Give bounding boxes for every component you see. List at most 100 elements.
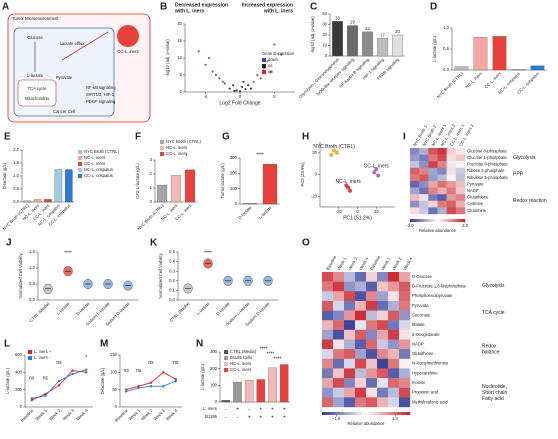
colorbar-tick-label: -1.0 bbox=[333, 416, 341, 421]
point bbox=[211, 70, 214, 73]
heat-cell bbox=[322, 349, 334, 359]
legend-swatch bbox=[224, 356, 228, 360]
group-label: balance bbox=[482, 350, 500, 356]
heat-cell bbox=[410, 194, 420, 201]
heat-cell bbox=[333, 358, 345, 369]
bar bbox=[170, 175, 182, 203]
point bbox=[44, 394, 47, 397]
heat-cell bbox=[355, 358, 367, 369]
x-tick-label: -20 bbox=[336, 209, 343, 214]
y-axis-label: CFS L-lactate (g/L) bbox=[135, 163, 140, 199]
y-axis-label: L-lactate (g/L) bbox=[5, 367, 10, 393]
group-label: Glycolysis bbox=[482, 283, 505, 289]
legend-swatch bbox=[160, 152, 164, 156]
bar bbox=[184, 169, 196, 203]
heat-cell bbox=[344, 378, 356, 388]
heat-cell bbox=[333, 368, 345, 379]
heat-cell bbox=[437, 200, 447, 208]
colorbar-step bbox=[396, 412, 402, 415]
point bbox=[30, 397, 33, 400]
heat-cell bbox=[355, 397, 367, 408]
heat-cell bbox=[428, 194, 438, 201]
data-label: 23 bbox=[365, 26, 370, 31]
heat-cell bbox=[437, 174, 447, 182]
column-label: Week 1 bbox=[336, 256, 348, 271]
heat-cell bbox=[366, 397, 378, 408]
y-tick-label: 0 bbox=[325, 53, 328, 58]
point bbox=[372, 170, 377, 175]
point bbox=[71, 372, 74, 376]
heat-cell bbox=[455, 181, 466, 188]
legend-label: L. iners - bbox=[34, 355, 51, 360]
heat-cell bbox=[388, 291, 400, 302]
heat-cell bbox=[388, 387, 400, 398]
point bbox=[149, 381, 153, 384]
legend-swatch bbox=[224, 368, 228, 372]
colorbar-step bbox=[423, 219, 427, 222]
heat-cell bbox=[333, 291, 345, 302]
y-tick-label: 0.5 bbox=[169, 249, 175, 254]
point bbox=[223, 82, 226, 85]
table-cell: - bbox=[248, 406, 250, 412]
y-tick-label: 0.5 bbox=[13, 186, 19, 191]
heat-cell bbox=[355, 320, 367, 331]
colorbar-step bbox=[448, 219, 452, 222]
bar bbox=[256, 379, 266, 403]
heat-cell bbox=[333, 320, 345, 331]
row-label: Glucose 1-phosphate bbox=[467, 155, 507, 160]
heat-cell bbox=[344, 291, 356, 302]
y-tick-label: 0.0 bbox=[29, 297, 35, 302]
diagram-label: PDGF signaling bbox=[86, 99, 116, 104]
row-label: Glutathione bbox=[412, 351, 434, 356]
row-label: Succinate bbox=[412, 313, 431, 318]
diagram-label: Tumor Microenvironment bbox=[12, 16, 59, 21]
heat-cell bbox=[322, 320, 334, 331]
row-label: Glucose 6-phosphate bbox=[467, 148, 507, 153]
header: Increased expression bbox=[242, 2, 293, 8]
heat-cell bbox=[377, 310, 389, 321]
heat-cell bbox=[322, 368, 334, 379]
y-tick-label: 0.5 bbox=[29, 281, 35, 286]
row-label: NADP bbox=[412, 341, 424, 346]
point bbox=[71, 369, 74, 372]
colorbar-step bbox=[370, 412, 375, 415]
column-label: Week 2 bbox=[347, 256, 359, 271]
x-tick-label: Week 3 bbox=[62, 407, 76, 421]
point bbox=[174, 378, 177, 381]
heat-cell bbox=[455, 187, 466, 195]
heat-cell bbox=[410, 181, 420, 188]
heat-cell bbox=[419, 174, 429, 182]
heat-cell bbox=[355, 310, 367, 321]
heat-cell bbox=[455, 174, 466, 182]
colorbar-step bbox=[410, 219, 413, 222]
heat-cell bbox=[399, 281, 411, 292]
y-tick-label: 0.3 bbox=[169, 268, 175, 273]
x-tick-label: CC-L. iners bbox=[483, 71, 502, 90]
y-tick-label: 1 bbox=[150, 185, 153, 190]
heat-cell bbox=[455, 154, 466, 162]
y-tick-label: 5 bbox=[180, 72, 183, 77]
heat-cell bbox=[344, 358, 356, 369]
colorbar-step bbox=[383, 412, 389, 415]
y-tick-label: 0 bbox=[235, 201, 238, 206]
y-tick-label: 150 bbox=[110, 352, 118, 357]
diagram-label: NF-kB signaling bbox=[86, 85, 116, 90]
legend-label: L. iners + bbox=[34, 349, 52, 354]
heat-cell bbox=[410, 174, 420, 182]
heat-cell bbox=[388, 320, 400, 331]
heat-cell bbox=[455, 207, 466, 215]
y-tick-label: 1.0 bbox=[29, 265, 35, 270]
colorbar-step bbox=[374, 412, 380, 415]
y-tick-label: 2 bbox=[150, 171, 153, 176]
panel-letter: F bbox=[135, 132, 141, 143]
point bbox=[137, 386, 140, 390]
legend-label: CC-L. iners bbox=[84, 161, 105, 166]
colorbar-step bbox=[405, 412, 411, 415]
heat-cell bbox=[437, 207, 447, 215]
table-row-name: L. iners bbox=[203, 406, 217, 411]
heat-cell bbox=[333, 387, 345, 398]
heat-cell bbox=[344, 320, 356, 331]
heat-cell bbox=[399, 320, 411, 331]
legend-swatch bbox=[224, 362, 228, 366]
bar bbox=[242, 203, 258, 205]
